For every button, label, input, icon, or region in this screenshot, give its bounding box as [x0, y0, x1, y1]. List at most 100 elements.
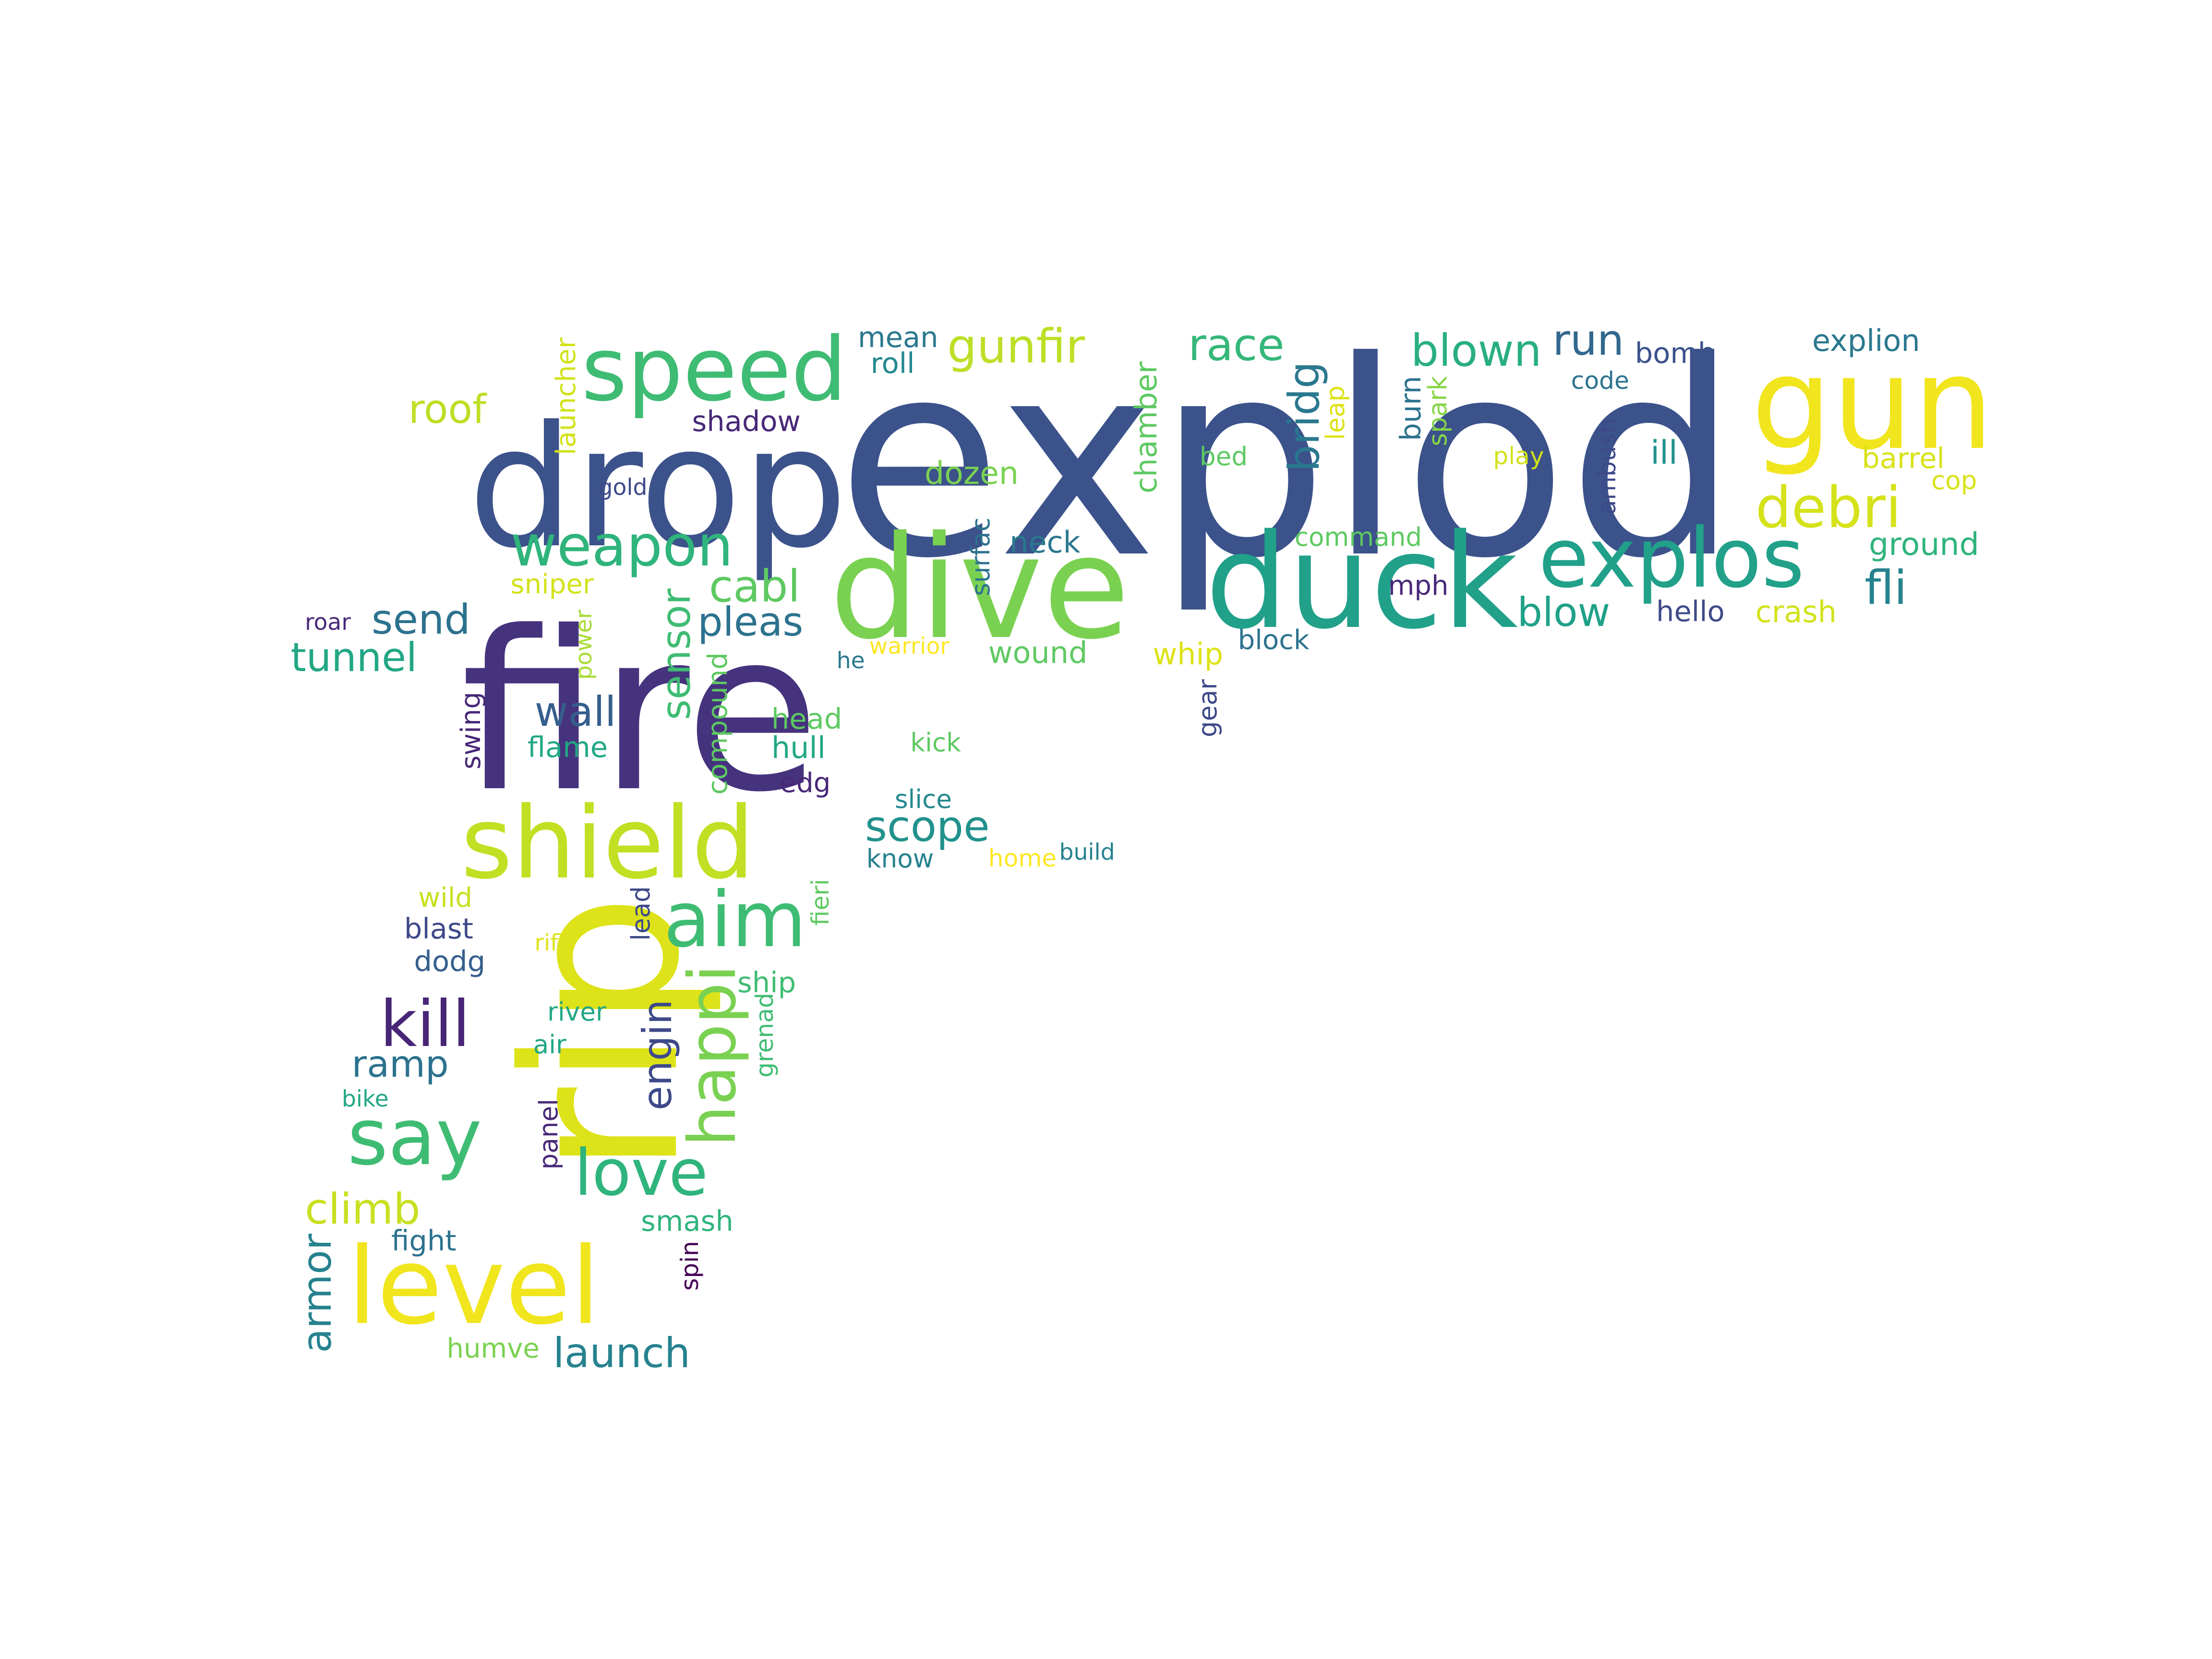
word-race: race	[1188, 319, 1285, 371]
word-power: power	[571, 610, 598, 680]
word-level: level	[347, 1224, 601, 1348]
word-dozen: dozen	[924, 456, 1019, 492]
word-gear: gear	[1193, 679, 1223, 737]
word-hello: hello	[1656, 594, 1725, 628]
word-blast: blast	[404, 912, 473, 946]
word-crash: crash	[1755, 594, 1837, 629]
word-burn: burn	[1394, 375, 1428, 441]
word-chamber: chamber	[1129, 361, 1164, 494]
word-shadow: shadow	[692, 404, 801, 438]
word-bomb: bomb	[1635, 336, 1716, 370]
word-command: command	[1294, 522, 1422, 552]
word-explion: explion	[1812, 323, 1920, 359]
word-mean: mean	[858, 321, 938, 354]
word-leap: leap	[1320, 385, 1350, 441]
word-he: he	[836, 647, 865, 674]
word-sensor: sensor	[652, 588, 699, 720]
word-launch: launch	[553, 1329, 691, 1377]
word-blow: blow	[1517, 589, 1611, 636]
word-explos: explos	[1538, 511, 1805, 607]
word-armor: armor	[294, 1233, 341, 1353]
word-know: know	[866, 844, 934, 874]
word-bed: bed	[1199, 441, 1248, 471]
word-roof: roof	[408, 386, 487, 433]
word-wound: wound	[988, 635, 1088, 671]
word-say: say	[347, 1092, 482, 1183]
word-spark: spark	[1422, 375, 1453, 446]
word-cabl: cabl	[709, 560, 800, 612]
word-code: code	[1571, 366, 1629, 395]
word-kill: kill	[380, 987, 470, 1061]
word-happi: happi	[674, 964, 751, 1147]
word-smash: smash	[641, 1204, 733, 1238]
word-flame: flame	[527, 731, 608, 764]
word-neck: neck	[1010, 524, 1081, 560]
word-ramp: ramp	[351, 1043, 449, 1086]
word-run: run	[1552, 315, 1624, 365]
word-pleas: pleas	[697, 599, 804, 646]
word-edg: edg	[780, 767, 831, 799]
word-head: head	[771, 702, 842, 736]
word-river: river	[547, 997, 606, 1027]
word-swing: swing	[456, 692, 487, 770]
word-gunfir: gunfir	[947, 319, 1085, 374]
word-love: love	[574, 1136, 708, 1210]
word-explod: explod	[836, 304, 1739, 618]
word-lead: lead	[625, 886, 656, 941]
word-scope: scope	[865, 801, 990, 851]
word-ship: ship	[737, 966, 796, 999]
word-sniper: sniper	[510, 569, 594, 601]
word-surfac: surfac	[966, 517, 996, 596]
word-barrel: barrel	[1862, 441, 1945, 475]
word-build: build	[1059, 839, 1115, 866]
word-ambush: ambush	[1593, 418, 1622, 515]
word-fight: fight	[391, 1224, 457, 1258]
word-roll: roll	[870, 346, 915, 380]
word-ground: ground	[1869, 526, 1979, 563]
word-panel: panel	[533, 1099, 564, 1170]
word-home: home	[988, 844, 1057, 873]
word-shield: shield	[460, 785, 755, 902]
word-speed: speed	[581, 319, 847, 421]
word-blown: blown	[1411, 325, 1542, 377]
word-cop: cop	[1931, 465, 1977, 495]
word-block: block	[1238, 624, 1310, 656]
word-tunnel: tunnel	[290, 634, 418, 681]
word-hull: hull	[771, 730, 826, 766]
word-grenad: grenad	[750, 992, 779, 1078]
word-rifl: rifl	[534, 929, 565, 956]
word-gun: gun	[1751, 329, 1994, 478]
word-slice: slice	[894, 784, 952, 815]
word-compound: compound	[702, 652, 734, 795]
word-fli: fli	[1864, 560, 1907, 615]
word-send: send	[371, 596, 470, 644]
word-kick: kick	[910, 728, 961, 758]
word-engin: engin	[634, 999, 681, 1111]
word-aim: aim	[663, 875, 806, 965]
word-weapon: weapon	[510, 513, 733, 579]
word-whip: whip	[1153, 637, 1224, 672]
word-humve: humve	[446, 1333, 540, 1365]
word-wall: wall	[534, 688, 616, 736]
word-ill: ill	[1650, 433, 1678, 472]
word-bridg: bridg	[1279, 361, 1329, 472]
word-roar: roar	[305, 609, 351, 636]
word-mph: mph	[1388, 570, 1449, 602]
word-play: play	[1493, 441, 1544, 470]
word-warrior: warrior	[869, 633, 950, 660]
word-climb: climb	[305, 1184, 421, 1234]
word-launcher: launcher	[550, 337, 582, 456]
word-gold: gold	[598, 474, 648, 501]
word-duck: duck	[1205, 506, 1518, 659]
word-fire: fire	[460, 584, 820, 841]
word-dive: dive	[829, 505, 1130, 671]
word-bike: bike	[341, 1085, 389, 1112]
word-wild: wild	[418, 882, 473, 914]
word-drop: drop	[468, 390, 848, 585]
word-fieri: fieri	[805, 879, 834, 926]
word-dodg: dodg	[414, 945, 486, 978]
word-spin: spin	[675, 1240, 704, 1291]
word-debri: debri	[1755, 474, 1901, 541]
word-air: air	[533, 1030, 566, 1060]
